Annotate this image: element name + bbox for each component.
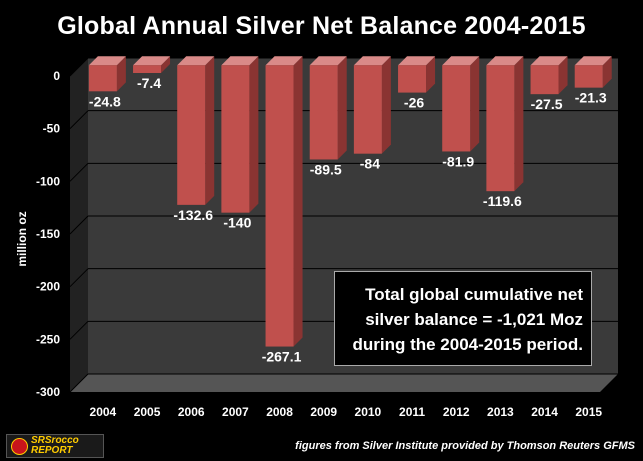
x-tick-label: 2013 [487, 405, 514, 419]
y-tick-label: -50 [43, 122, 61, 136]
bar-top [574, 56, 612, 66]
logo-badge-icon [11, 438, 28, 455]
x-tick-label: 2015 [575, 405, 602, 419]
logo-line-2: REPORT [31, 445, 73, 456]
x-tick-label: 2014 [531, 405, 558, 419]
note-line-3: during the 2004-2015 period. [352, 335, 583, 354]
data-label: -119.6 [483, 193, 522, 209]
note-line-2: silver balance = -1,021 Moz [365, 310, 583, 329]
bar-side [116, 56, 126, 92]
bar [88, 65, 117, 92]
bar-side [161, 56, 171, 73]
gridline-side [69, 110, 89, 130]
x-tick-label: 2004 [90, 405, 117, 419]
x-tick-label: 2007 [222, 405, 249, 419]
data-label: -140 [223, 215, 251, 231]
bar [398, 65, 427, 93]
bar-side [426, 56, 436, 93]
bar-top [486, 56, 524, 66]
data-label: -24.8 [89, 93, 121, 109]
bar [574, 65, 603, 88]
bar [530, 65, 559, 95]
bar-side [205, 56, 215, 205]
bar-side [337, 56, 347, 160]
y-tick-label: -250 [36, 332, 60, 346]
gridline-side [69, 57, 89, 77]
data-label: -7.4 [137, 75, 161, 91]
data-label: -267.1 [262, 349, 302, 365]
bar-side [558, 56, 568, 95]
cumulative-balance-note: Total global cumulative net silver balan… [334, 271, 592, 366]
x-tick-label: 2009 [310, 405, 337, 419]
bar-side [381, 56, 391, 154]
bar [486, 65, 515, 192]
data-label: -81.9 [442, 153, 474, 169]
gridline-side [69, 320, 89, 340]
bar-top [442, 56, 480, 66]
y-tick-label: -200 [36, 280, 60, 294]
bar [133, 65, 162, 73]
data-label: -89.5 [310, 161, 342, 177]
bar-top [353, 56, 391, 66]
bar-side [514, 56, 524, 192]
plot-floor [70, 374, 618, 392]
srsrocco-logo: SRSrocco REPORT [6, 434, 104, 458]
bar-top [265, 56, 303, 66]
x-tick-label: 2011 [399, 405, 425, 419]
bar-top [221, 56, 259, 66]
x-tick-label: 2006 [178, 405, 205, 419]
x-tick-label: 2008 [266, 405, 293, 419]
bar-side [293, 56, 303, 347]
data-label: -26 [404, 95, 424, 111]
y-axis-label: million oz [15, 211, 29, 267]
y-tick-label: -150 [36, 227, 60, 241]
bar-side [602, 56, 612, 88]
gridline-side [69, 373, 89, 393]
bar-side [249, 56, 259, 213]
bar-top [133, 56, 171, 66]
bar [353, 65, 382, 154]
gridline-side [69, 162, 89, 182]
chart-title: Global Annual Silver Net Balance 2004-20… [57, 12, 586, 40]
bar-top [88, 56, 126, 66]
x-tick-label: 2010 [355, 405, 382, 419]
data-label: -27.5 [531, 96, 563, 112]
logo-line-1: SRSrocco [31, 435, 79, 446]
bar-top [530, 56, 568, 66]
bar-side [470, 56, 480, 152]
y-tick-label: -300 [36, 385, 60, 399]
data-label: -132.6 [173, 207, 213, 223]
bar [265, 65, 294, 347]
bar-top [177, 56, 215, 66]
gridline-side [69, 215, 89, 235]
bar-top [398, 56, 436, 66]
x-tick-label: 2012 [443, 405, 470, 419]
gridline-side [69, 268, 89, 288]
bar [177, 65, 206, 205]
y-tick-label: 0 [53, 69, 60, 83]
note-line-1: Total global cumulative net [365, 285, 583, 304]
data-label: -21.3 [575, 90, 607, 106]
data-label: -84 [360, 156, 380, 172]
source-note: figures from Silver Institute provided b… [295, 440, 635, 452]
y-tick-label: -100 [36, 174, 60, 188]
x-tick-label: 2005 [134, 405, 161, 419]
bar [442, 65, 471, 152]
bar [309, 65, 338, 160]
bar-top [309, 56, 347, 66]
bar [221, 65, 250, 213]
